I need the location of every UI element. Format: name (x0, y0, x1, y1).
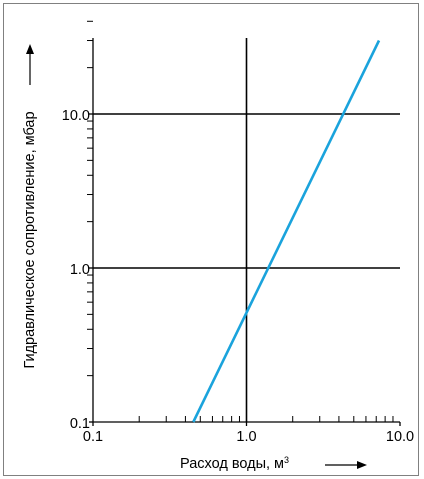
y-tick-label: 0.1 (70, 416, 90, 432)
series-line (192, 39, 381, 423)
y-axis-arrow-head (26, 44, 34, 54)
y-tick-label: 10.0 (62, 108, 90, 124)
y-axis-label: Гидравлическое сопротивление, мбар (22, 111, 38, 369)
x-axis-label-superscript: 3 (284, 455, 290, 465)
x-tick-label: 1.0 (236, 429, 256, 445)
x-axis-label: Расход воды, м3 (180, 455, 289, 472)
x-axis-arrow-head (357, 461, 367, 469)
y-tick-label: 1.0 (70, 262, 90, 278)
x-tick-label: 10.0 (386, 429, 414, 445)
x-axis-label-text: Расход воды, м (180, 456, 285, 472)
x-tick-label: 0.1 (83, 429, 103, 445)
chart-frame (3, 3, 419, 476)
